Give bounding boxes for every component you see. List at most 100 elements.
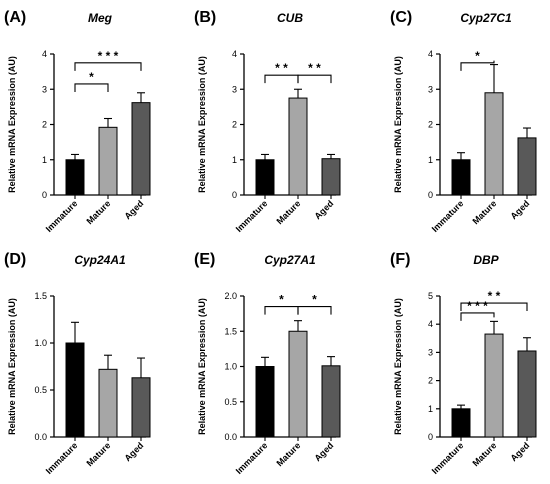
bar-immature xyxy=(65,159,85,196)
chart-title: Meg xyxy=(88,11,113,25)
panel-letter: (A) xyxy=(4,9,26,26)
y-tick-label: 0 xyxy=(42,190,47,200)
x-tick-label: Aged xyxy=(508,440,531,463)
significance-label: * * * xyxy=(467,299,488,313)
x-tick-label: Immature xyxy=(44,198,80,234)
y-tick-label: 1 xyxy=(42,155,47,165)
panel-letter: (E) xyxy=(194,251,215,268)
y-axis-label: Relative mRNA Expression (AU) xyxy=(197,56,207,193)
significance-label: * xyxy=(475,49,480,63)
y-tick-label: 0.0 xyxy=(34,432,47,442)
y-tick-label: 3 xyxy=(42,84,47,94)
y-tick-label: 2 xyxy=(428,376,433,386)
x-tick-label: Mature xyxy=(470,198,498,226)
x-tick-label: Aged xyxy=(122,440,145,463)
x-tick-label: Aged xyxy=(312,440,335,463)
bar-immature xyxy=(451,408,471,438)
significance-bracket xyxy=(74,83,109,92)
y-tick-label: 1.0 xyxy=(34,338,47,348)
x-tick-label: Immature xyxy=(430,440,466,476)
x-tick-label: Aged xyxy=(508,198,531,221)
chart-panel-6: (F) DBP Relative mRNA Expression (AU) 0 1 2 3 4… xyxy=(390,251,537,476)
significance-label: * * xyxy=(308,61,321,75)
bar-aged xyxy=(517,137,537,196)
y-axis-label: Relative mRNA Expression (AU) xyxy=(393,56,403,193)
x-tick-label: Mature xyxy=(274,198,302,226)
y-axis-label: Relative mRNA Expression (AU) xyxy=(197,298,207,435)
y-tick-label: 0 xyxy=(232,190,237,200)
significance-label: * * xyxy=(275,61,288,75)
bar-immature xyxy=(255,159,275,196)
x-tick-label: Immature xyxy=(234,440,270,476)
x-tick-label: Mature xyxy=(84,198,112,226)
y-tick-label: 0 xyxy=(428,190,433,200)
bar-immature xyxy=(255,366,275,438)
y-axis-label: Relative mRNA Expression (AU) xyxy=(7,56,17,193)
chart-panel-2: (B) CUB Relative mRNA Expression (AU) 0 1 2 3 4… xyxy=(194,9,341,234)
y-tick-label: 1.5 xyxy=(34,291,47,301)
bar-aged xyxy=(517,350,537,438)
panel-letter: (D) xyxy=(4,251,26,268)
significance-label: * * xyxy=(488,289,501,303)
y-tick-label: 3 xyxy=(232,84,237,94)
panel-letter: (F) xyxy=(390,251,410,268)
significance-bracket xyxy=(264,74,299,84)
y-tick-label: 4 xyxy=(232,49,237,59)
y-axis-label: Relative mRNA Expression (AU) xyxy=(393,298,403,435)
chart-title: CUB xyxy=(277,11,303,25)
significance-label: * * * xyxy=(98,49,119,63)
bar-aged xyxy=(131,102,151,196)
y-tick-label: 0 xyxy=(428,432,433,442)
chart-title: Cyp24A1 xyxy=(74,253,126,267)
y-tick-label: 1.0 xyxy=(224,362,237,372)
chart-panel-4: (D) Cyp24A1 Relative mRNA Expression (AU) 0… xyxy=(4,251,151,476)
y-tick-label: 2.0 xyxy=(224,291,237,301)
bar-mature xyxy=(288,97,308,196)
bar-mature xyxy=(98,126,118,196)
y-tick-label: 0.5 xyxy=(224,397,237,407)
bar-mature xyxy=(288,330,308,438)
bar-immature xyxy=(65,342,85,438)
y-tick-label: 1.5 xyxy=(224,326,237,336)
chart-title: Cyp27A1 xyxy=(264,253,316,267)
significance-bracket xyxy=(460,312,495,321)
y-tick-label: 0.0 xyxy=(224,432,237,442)
x-tick-label: Mature xyxy=(84,440,112,468)
bar-mature xyxy=(484,333,504,438)
y-tick-label: 1 xyxy=(428,155,433,165)
significance-bracket xyxy=(460,60,495,71)
y-tick-label: 4 xyxy=(428,319,433,329)
bar-mature xyxy=(484,92,504,196)
y-tick-label: 2 xyxy=(428,120,433,130)
significance-label: * xyxy=(312,293,317,307)
significance-bracket xyxy=(74,62,142,71)
panel-letter: (B) xyxy=(194,9,216,26)
x-tick-label: Mature xyxy=(274,440,302,468)
significance-label: * xyxy=(89,70,94,84)
bar-immature xyxy=(451,159,471,196)
y-tick-label: 4 xyxy=(42,49,47,59)
chart-title: DBP xyxy=(473,253,499,267)
bar-mature xyxy=(98,368,118,438)
chart-panel-3: (C) Cyp27C1 Relative mRNA Expression (AU) 0… xyxy=(390,9,537,234)
chart-panel-5: (E) Cyp27A1 Relative mRNA Expression (AU) 0… xyxy=(194,251,341,476)
significance-bracket xyxy=(264,306,299,315)
y-axis-label: Relative mRNA Expression (AU) xyxy=(7,298,17,435)
significance-bracket xyxy=(297,74,332,84)
significance-bracket xyxy=(297,306,332,315)
x-tick-label: Immature xyxy=(44,440,80,476)
x-tick-label: Immature xyxy=(430,198,466,234)
y-tick-label: 3 xyxy=(428,347,433,357)
x-tick-label: Aged xyxy=(122,198,145,221)
y-tick-label: 5 xyxy=(428,291,433,301)
y-tick-label: 4 xyxy=(428,49,433,59)
panel-letter: (C) xyxy=(390,9,412,26)
bar-aged xyxy=(321,365,341,438)
x-tick-label: Aged xyxy=(312,198,335,221)
chart-title: Cyp27C1 xyxy=(460,11,512,25)
y-tick-label: 0.5 xyxy=(34,385,47,395)
y-tick-label: 3 xyxy=(428,84,433,94)
significance-bracket xyxy=(460,302,528,312)
y-tick-label: 1 xyxy=(428,404,433,414)
